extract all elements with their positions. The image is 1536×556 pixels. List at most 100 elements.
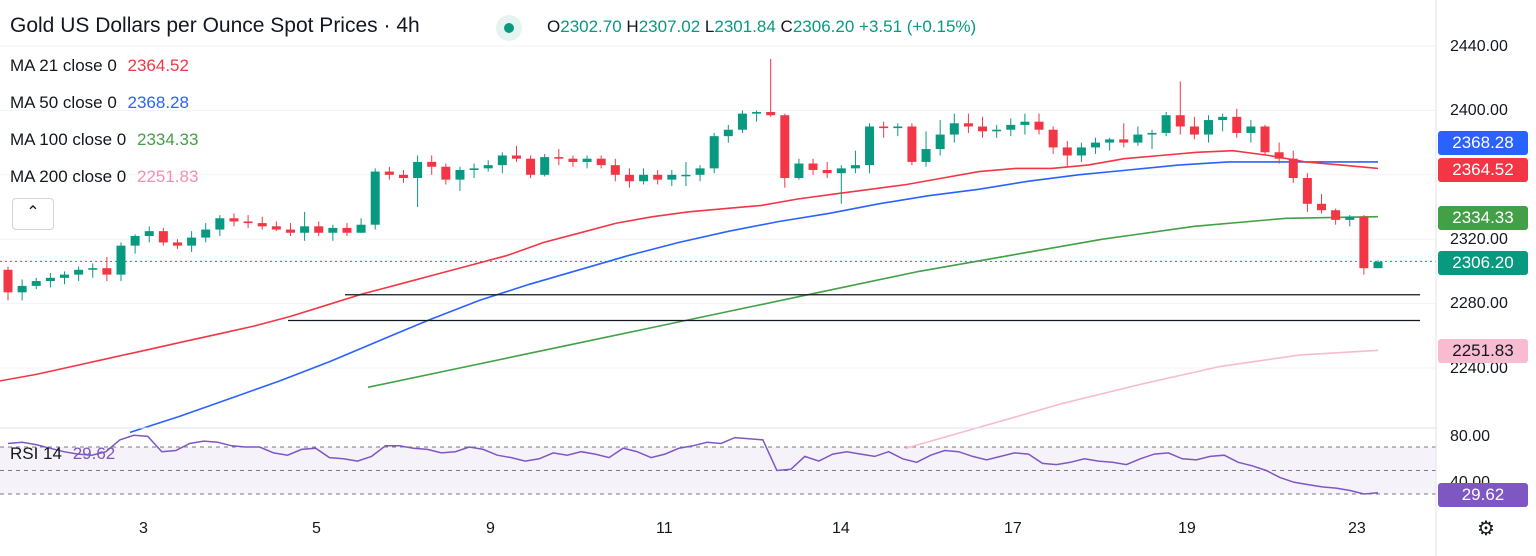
ma200-legend[interactable]: MA 200 close 0 2251.83 [10,167,198,187]
ma50-legend[interactable]: MA 50 close 0 2368.28 [10,93,189,113]
time-tick: 9 [486,520,495,537]
ma50-line [129,161,1378,434]
candle-body [243,221,253,224]
ma50-label: MA 50 close 0 [10,93,117,112]
candle [963,113,973,133]
candle-body [1091,142,1101,148]
candle [1302,173,1312,212]
candle-body [427,161,437,167]
candle-body [1048,129,1058,148]
price-pane-background [0,0,1436,428]
candle-body [229,218,239,222]
candle-body [1359,216,1369,269]
candle-body [526,158,536,175]
candle-body [300,226,310,233]
candle-body [328,227,338,233]
candle [314,221,324,236]
candle [1288,150,1298,183]
candle [45,273,55,288]
candle [31,277,41,290]
ma21-price-tag: 2364.52 [1438,158,1528,182]
candle [257,216,267,230]
candle-body [1204,120,1214,135]
candle-body [653,174,663,180]
collapse-legend-button[interactable]: ⌃ [12,198,54,230]
rsi-legend[interactable]: RSI 14 29.62 [10,444,115,464]
settings-gear-icon[interactable]: ⚙ [1477,518,1495,540]
candle-body [285,229,295,233]
candle [1232,108,1242,138]
candle-body [865,126,875,166]
candle [1034,113,1044,135]
candle-body [1331,210,1341,220]
candle [1062,140,1072,167]
candle [1317,194,1327,214]
low-label: L [704,17,715,36]
ma50-price-tag: 2368.28 [1438,131,1528,155]
candle [526,155,536,179]
market-status-icon[interactable] [496,15,522,41]
candle-body [893,126,903,129]
candle [1091,137,1101,154]
change-value: +3.51 (+0.15%) [859,17,977,36]
candle-body [1189,126,1199,135]
candle-body [102,268,112,275]
candle-body [130,235,140,246]
ma100-path [367,215,1379,389]
candle [808,158,818,175]
candle-body [483,165,493,169]
candle [1373,260,1383,269]
candle-body [582,158,592,162]
candle-body [187,237,197,246]
candle [1204,115,1214,143]
ma100-line [367,215,1379,389]
candle-body [850,165,860,169]
ma21-legend[interactable]: MA 21 close 0 2364.52 [10,56,189,76]
candle-body [695,168,705,175]
candle-body [1345,216,1355,220]
candle [130,234,140,254]
candle [271,221,281,232]
ma100-price-tag: 2334.33 [1438,206,1528,230]
candle-body [1133,134,1143,143]
candle [540,153,550,177]
candle-body [384,171,394,175]
candle [74,266,84,282]
candle [3,266,13,301]
candle [836,165,846,204]
candle [1274,142,1284,164]
candle [187,231,197,253]
candle-body [921,149,931,162]
candle-body [74,269,84,275]
candle-body [780,115,790,179]
candle [384,166,394,180]
candle-body [1020,121,1030,125]
candle-body [3,269,13,293]
candle [229,213,239,227]
candle [285,223,295,236]
candle [88,263,98,278]
candle-body [17,285,27,293]
grid [0,45,1436,369]
candle-body [836,168,846,174]
candle-body [568,158,578,162]
candle-body [978,126,988,132]
candle [398,169,408,183]
candle [582,155,592,169]
candle-body [1076,147,1086,156]
candle [1218,113,1228,132]
candle [1105,137,1115,151]
candle [1175,81,1185,135]
candle-body [31,281,41,286]
candle-body [554,157,564,159]
candle-body [511,155,521,159]
candle-body [667,174,677,180]
ma100-label: MA 100 close 0 [10,130,127,149]
price-tick: 2320.00 [1450,231,1508,248]
candle [1020,113,1030,135]
candle [992,124,1002,138]
candle-body [540,157,550,175]
candle-body [1246,126,1256,133]
ma100-legend[interactable]: MA 100 close 0 2334.33 [10,130,198,150]
